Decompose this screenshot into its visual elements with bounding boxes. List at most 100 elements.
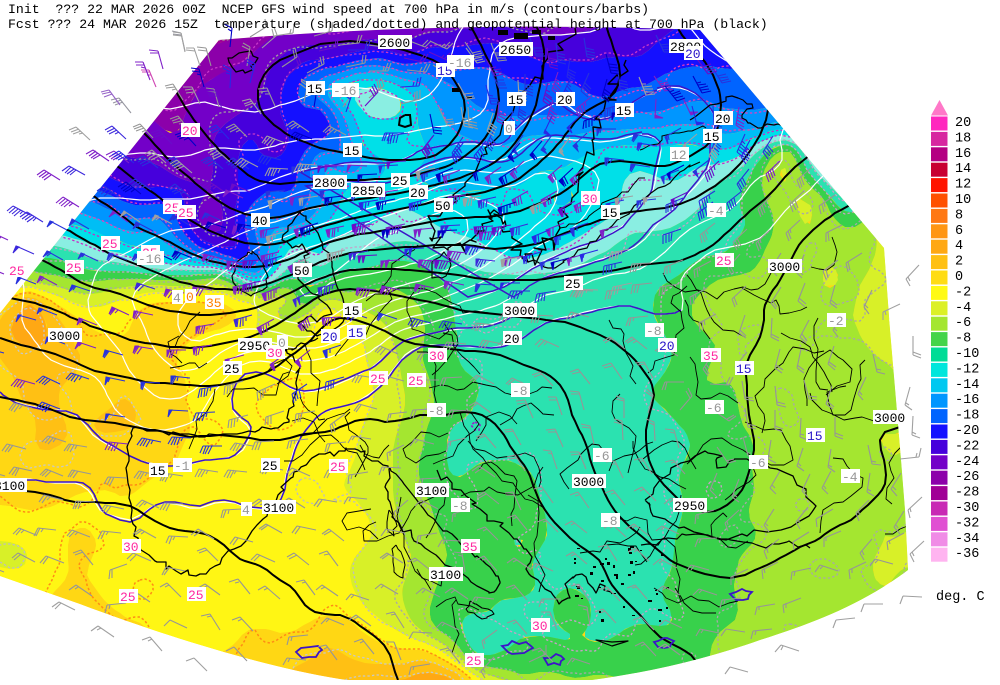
svg-text:0: 0	[186, 290, 194, 305]
svg-text:35: 35	[206, 296, 222, 311]
svg-text:3000: 3000	[874, 411, 905, 426]
svg-text:15: 15	[602, 206, 618, 221]
svg-text:-6: -6	[706, 401, 722, 416]
svg-text:25: 25	[66, 261, 82, 276]
svg-text:2800: 2800	[314, 176, 345, 191]
svg-text:20: 20	[715, 112, 731, 127]
svg-text:-16: -16	[138, 252, 161, 267]
svg-text:20: 20	[410, 186, 426, 201]
svg-text:15: 15	[150, 464, 166, 479]
svg-text:35: 35	[462, 540, 478, 555]
svg-text:-22: -22	[955, 439, 979, 454]
svg-text:18: 18	[955, 131, 971, 146]
svg-text:30: 30	[582, 192, 598, 207]
svg-text:-24: -24	[955, 455, 979, 470]
svg-text:15: 15	[348, 326, 364, 341]
svg-text:Init ??? 22 MAR 2026 00Z NCE: Init ??? 22 MAR 2026 00Z NCEP GFS wind s…	[8, 2, 649, 17]
svg-text:-8: -8	[646, 324, 662, 339]
svg-text:15: 15	[736, 362, 752, 377]
svg-text:3000: 3000	[769, 260, 800, 275]
svg-text:-6: -6	[594, 449, 610, 464]
svg-text:15: 15	[344, 304, 360, 319]
svg-text:-8: -8	[955, 332, 971, 347]
svg-text:25: 25	[716, 254, 732, 269]
svg-text:3100: 3100	[416, 484, 447, 499]
svg-text:25: 25	[224, 362, 240, 377]
svg-text:25: 25	[466, 654, 482, 669]
svg-text:-16: -16	[955, 393, 979, 408]
svg-text:-6: -6	[955, 316, 971, 331]
svg-text:25: 25	[120, 590, 136, 605]
svg-text:15: 15	[508, 93, 524, 108]
svg-text:-14: -14	[955, 378, 979, 393]
svg-text:-16: -16	[333, 84, 356, 99]
svg-text:6: 6	[955, 224, 963, 239]
svg-text:-10: -10	[955, 347, 979, 362]
svg-text:2850: 2850	[352, 184, 383, 199]
svg-text:4: 4	[242, 503, 250, 518]
svg-text:15: 15	[616, 104, 632, 119]
svg-text:0: 0	[955, 270, 963, 285]
svg-text:30: 30	[429, 349, 445, 364]
svg-text:30: 30	[267, 346, 283, 361]
svg-text:20: 20	[557, 93, 573, 108]
svg-text:12: 12	[671, 148, 687, 163]
svg-text:35: 35	[703, 349, 719, 364]
svg-text:25: 25	[370, 372, 386, 387]
svg-text:4: 4	[173, 291, 181, 306]
svg-text:-28: -28	[955, 486, 979, 501]
svg-text:25: 25	[9, 264, 25, 279]
svg-text:20: 20	[504, 332, 520, 347]
svg-text:25: 25	[188, 588, 204, 603]
svg-text:15: 15	[704, 130, 720, 145]
svg-text:15: 15	[807, 429, 823, 444]
svg-text:-6: -6	[750, 456, 766, 471]
svg-text:50: 50	[435, 199, 451, 214]
svg-text:15: 15	[307, 82, 323, 97]
svg-text:-12: -12	[955, 362, 979, 377]
svg-text:-20: -20	[955, 424, 979, 439]
svg-text:-4: -4	[842, 470, 858, 485]
svg-text:0: 0	[278, 336, 286, 351]
svg-text:30: 30	[123, 540, 139, 555]
svg-text:12: 12	[955, 178, 971, 193]
svg-text:-32: -32	[955, 516, 979, 531]
svg-text:2600: 2600	[379, 36, 410, 51]
svg-text:2: 2	[955, 255, 963, 270]
svg-text:25: 25	[102, 237, 118, 252]
svg-text:25: 25	[178, 206, 194, 221]
svg-text:20: 20	[685, 47, 701, 62]
svg-text:-34: -34	[955, 532, 979, 547]
svg-text:-1: -1	[174, 459, 190, 474]
svg-text:30: 30	[532, 619, 548, 634]
svg-text:50: 50	[294, 264, 310, 279]
svg-text:-8: -8	[602, 514, 618, 529]
svg-text:20: 20	[659, 339, 675, 354]
svg-text:20: 20	[322, 330, 338, 345]
svg-text:-16: -16	[448, 56, 471, 71]
svg-text:3000: 3000	[573, 475, 604, 490]
svg-text:16: 16	[955, 147, 971, 162]
svg-text:-18: -18	[955, 409, 979, 424]
svg-text:25: 25	[408, 374, 424, 389]
svg-text:20: 20	[955, 116, 971, 131]
svg-text:15: 15	[344, 144, 360, 159]
svg-text:3000: 3000	[504, 304, 535, 319]
svg-text:25: 25	[262, 459, 278, 474]
svg-text:3100: 3100	[0, 479, 25, 494]
svg-text:20: 20	[182, 124, 198, 139]
svg-text:2950: 2950	[674, 499, 705, 514]
svg-text:-4: -4	[708, 204, 724, 219]
svg-text:8: 8	[955, 208, 963, 223]
svg-text:-2: -2	[955, 285, 971, 300]
svg-text:deg. C: deg. C	[936, 590, 985, 605]
svg-text:3100: 3100	[430, 568, 461, 583]
svg-text:3100: 3100	[263, 501, 294, 516]
svg-text:-2: -2	[828, 314, 844, 329]
svg-text:14: 14	[955, 162, 971, 177]
svg-text:10: 10	[955, 193, 971, 208]
svg-text:-8: -8	[428, 404, 444, 419]
svg-text:25: 25	[565, 277, 581, 292]
svg-text:Fcst ??? 24 MAR 2026 15Z temp: Fcst ??? 24 MAR 2026 15Z temperature (sh…	[8, 17, 768, 32]
svg-text:-30: -30	[955, 501, 979, 516]
